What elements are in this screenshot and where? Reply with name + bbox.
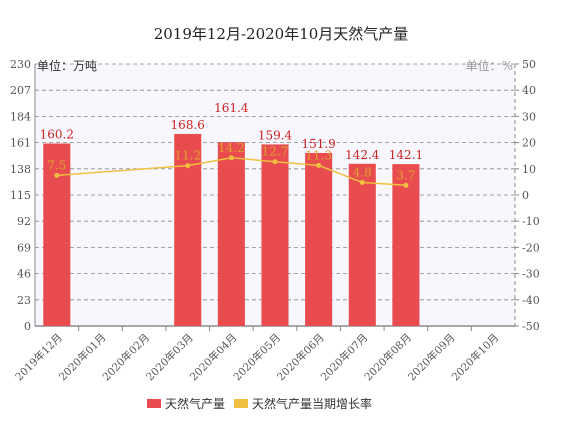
y-left-tick-label: 230 — [10, 58, 31, 71]
y-right-tick-label: 30 — [522, 110, 536, 123]
bar-value-label: 161.4 — [214, 101, 249, 115]
bar-value-label: 142.4 — [345, 148, 380, 162]
y-left-tick-label: 23 — [17, 294, 31, 307]
bar[interactable] — [348, 163, 376, 326]
y-right-tick-label: 10 — [522, 163, 536, 176]
line-series — [54, 155, 409, 188]
y-left-tick-label: 207 — [10, 84, 31, 97]
bar[interactable] — [217, 142, 245, 326]
y-left-tick-label: 138 — [10, 163, 31, 176]
legend-label-production: 天然气产量 — [165, 396, 225, 411]
y-right-tick-label: 40 — [522, 84, 536, 97]
bar-value-label: 160.2 — [40, 128, 74, 142]
bar-value-label: 159.4 — [258, 128, 293, 142]
legend[interactable]: 天然气产量 天然气产量当期增长率 — [147, 396, 372, 411]
y-left-tick-label: 184 — [10, 110, 31, 123]
bar-value-label: 142.1 — [389, 148, 423, 162]
y-left-tick-label: 46 — [17, 268, 31, 281]
line-value-label: 4.8 — [353, 165, 372, 179]
line-point[interactable] — [228, 155, 234, 161]
y-left-tick-label: 115 — [10, 189, 31, 202]
line-point[interactable] — [272, 159, 278, 165]
y-left-tick-label: 0 — [24, 320, 31, 333]
line-point[interactable] — [316, 162, 322, 168]
line-value-label: 14.2 — [218, 141, 245, 155]
bar[interactable] — [305, 152, 333, 326]
y-right-tick-label: 20 — [522, 137, 536, 150]
line-point[interactable] — [359, 179, 365, 185]
y-right-unit-label: 单位：% — [466, 58, 513, 73]
y-right-tick-label: -20 — [522, 241, 540, 254]
bar-series — [43, 133, 420, 326]
legend-label-growth: 天然气产量当期增长率 — [252, 396, 372, 411]
y-right-tick-label: -40 — [522, 294, 540, 307]
legend-swatch-production — [147, 399, 161, 408]
bar-value-label: 151.9 — [301, 137, 335, 151]
line-value-label: 7.5 — [47, 158, 66, 172]
y-right-tick-label: -50 — [522, 320, 540, 333]
y-left-unit-label: 单位：万吨 — [37, 58, 97, 73]
line-value-label: 3.7 — [396, 168, 415, 182]
bar-value-label: 168.6 — [171, 118, 205, 132]
bar[interactable] — [174, 133, 202, 326]
y-left-tick-label: 69 — [17, 241, 31, 254]
y-right-tick-label: 0 — [522, 189, 529, 202]
bar[interactable] — [392, 164, 420, 326]
line-point[interactable] — [185, 163, 191, 169]
line-point[interactable] — [54, 172, 60, 178]
x-tick-label: 2020年10月 — [449, 331, 501, 383]
line-point[interactable] — [403, 182, 409, 188]
line-value-label: 11.2 — [174, 149, 201, 163]
y-right-tick-label: -30 — [522, 268, 540, 281]
y-right-tick-label: -10 — [522, 215, 540, 228]
line-value-label: 12.7 — [262, 145, 289, 159]
legend-swatch-growth — [234, 399, 248, 408]
y-right-tick-label: 50 — [522, 58, 536, 71]
data-labels: 160.2 168.6 161.4 159.4 151.9 142.4 142.1 7.5 11… — [40, 101, 423, 182]
chart-title: 2019年12月-2020年10月天然气产量 — [154, 25, 409, 43]
y-left-tick-label: 92 — [17, 215, 31, 228]
y-left-tick-label: 161 — [10, 137, 31, 150]
line-value-label: 11.3 — [305, 148, 332, 162]
bar[interactable] — [261, 144, 289, 326]
